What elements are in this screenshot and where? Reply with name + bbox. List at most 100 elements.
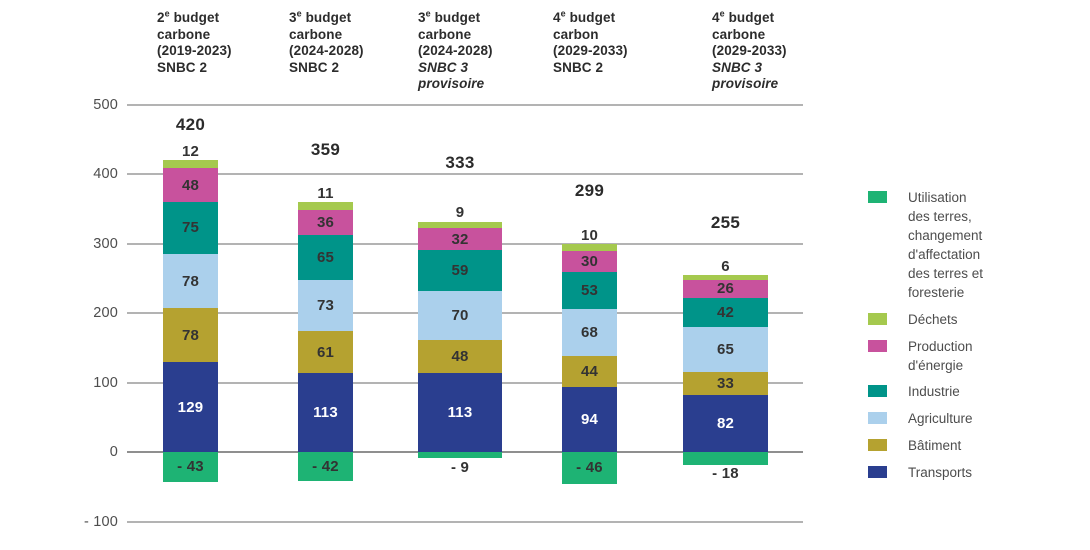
bar-segment-batiment: [163, 308, 218, 363]
y-axis-tick-label: 500: [93, 96, 118, 113]
legend-label-industrie: Industrie: [908, 382, 960, 401]
bar-segment-batiment: [562, 356, 617, 387]
column-header-line: 3e budget: [418, 8, 481, 25]
legend-label-line: des terres,: [908, 209, 972, 224]
segment-value-label-batiment: 78: [181, 326, 200, 344]
bar-segment-industrie: [298, 235, 353, 281]
segment-value-label-transports: 113: [313, 404, 338, 422]
bar-segment-dechets: [163, 160, 218, 169]
bar-segment-batiment: [418, 340, 502, 374]
segment-value-label-agriculture: 65: [716, 340, 735, 358]
legend-label-production-energie: Production d'énergie: [908, 337, 973, 375]
legend-label-line: Utilisation: [908, 190, 967, 205]
y-axis-tick-label: 100: [93, 374, 118, 391]
legend-label-line: Transports: [908, 465, 973, 480]
segment-value-label-industrie: 42: [716, 303, 735, 321]
column-header-line: 4e budget: [553, 8, 616, 25]
segment-value-label-agriculture: 70: [451, 307, 469, 325]
bar-segment-agriculture: [562, 308, 617, 357]
bar-segment-transports: [298, 373, 353, 452]
bar-segment-industrie: [562, 271, 617, 309]
column-header: 4e budget carbone (2029-2033) SNBC 3 proviso…: [712, 8, 852, 93]
column-header-line: (2024-2028): [418, 43, 493, 58]
bar-segment-transports: [163, 362, 218, 452]
column-header-line: 4e budget: [712, 8, 775, 25]
legend-label-dechets: Déchets: [908, 310, 958, 329]
segment-value-label-dechets: 11: [317, 184, 334, 202]
legend-label-line: Agriculture: [908, 411, 973, 426]
scenario-label: SNBC 2: [553, 59, 604, 75]
column-header-line: 3e budget: [289, 8, 352, 25]
segment-value-label-batiment: 44: [580, 362, 599, 380]
column-header-line: carbone: [418, 26, 472, 42]
segment-value-label-batiment: 33: [716, 375, 735, 393]
legend-label-line: Bâtiment: [908, 438, 962, 453]
segment-value-label-dechets: 6: [721, 257, 730, 275]
column-header-line: carbone: [712, 26, 766, 42]
bar-segment-agriculture: [418, 291, 502, 341]
segment-value-label-transports: 129: [177, 398, 204, 416]
segment-value-label-utcatf: - 42: [312, 458, 339, 476]
legend-label-line: Production: [908, 339, 973, 354]
legend-swatch-production-energie: [868, 340, 887, 352]
segment-value-label-batiment: 48: [451, 348, 469, 366]
segment-value-label-industrie: 65: [316, 249, 335, 267]
bar-segment-utcatf: [163, 452, 218, 482]
segment-value-label-utcatf: - 46: [576, 459, 603, 477]
segment-value-label-agriculture: 78: [181, 272, 200, 290]
y-axis-tick-label: 300: [93, 235, 118, 252]
legend-label-line: d'énergie: [908, 358, 964, 373]
column-header: 3e budget carbone (2024-2028) SNBC 3 proviso…: [418, 8, 558, 93]
legend-label-batiment: Bâtiment: [908, 436, 961, 455]
legend-swatch-industrie: [868, 385, 887, 397]
bar-segment-transports: [683, 395, 768, 452]
gridline: [127, 103, 803, 106]
bar-total-label: 420: [175, 115, 206, 134]
scenario-label: SNBC 2: [157, 59, 208, 75]
bar-segment-dechets: [418, 221, 502, 229]
bar-segment-utcatf: [562, 452, 617, 484]
column-header-line: (2029-2033): [712, 43, 787, 58]
segment-value-label-batiment: 61: [316, 343, 335, 361]
legend-swatch-agriculture: [868, 412, 887, 424]
bar-total-label: 299: [574, 181, 605, 200]
bar-segment-utcatf: [298, 452, 353, 482]
column-header-line: 2e budget: [157, 8, 220, 25]
segment-value-label-transports: 94: [580, 410, 599, 428]
segment-value-label-industrie: 59: [451, 262, 469, 280]
column-header: 2e budget carbone (2019-2023) SNBC 2: [157, 8, 297, 76]
column-header-line: (2024-2028): [289, 43, 364, 58]
segment-value-label-utcatf: - 18: [712, 465, 739, 482]
legend-swatch-dechets: [868, 313, 887, 325]
legend-swatch-batiment: [868, 439, 887, 451]
bar-segment-dechets: [298, 202, 353, 211]
bar-segment-transports: [418, 373, 502, 452]
segment-value-label-dechets: 10: [580, 226, 599, 244]
legend-label-agriculture: Agriculture: [908, 409, 973, 428]
bar-segment-production-energie: [418, 228, 502, 251]
scenario-label: SNBC 3: [712, 59, 763, 75]
bar-segment-utcatf: [683, 452, 768, 465]
bar-segment-dechets: [683, 275, 768, 280]
bar-segment-batiment: [683, 372, 768, 395]
segment-value-label-transports: 113: [447, 404, 473, 422]
segment-value-label-agriculture: 73: [316, 297, 335, 315]
y-axis-tick-label: 200: [93, 305, 118, 321]
legend-label-line: Déchets: [908, 312, 958, 327]
legend-label-transports: Transports: [908, 463, 972, 482]
gridline: [127, 173, 803, 175]
legend-swatch-transports: [868, 466, 887, 478]
segment-value-label-production-energie: 26: [716, 280, 735, 298]
bar-segment-production-energie: [298, 210, 353, 236]
segment-value-label-production-energie: 48: [181, 176, 200, 194]
gridline: [127, 520, 803, 523]
column-header-line: carbon: [553, 26, 599, 42]
column-header: 3e budget carbone (2024-2028) SNBC 2: [289, 8, 429, 76]
bar-segment-production-energie: [683, 279, 768, 298]
column-header-line: (2019-2023): [157, 43, 232, 58]
legend-swatch-utcatf: [868, 191, 887, 203]
segment-value-label-dechets: 9: [455, 204, 465, 222]
legend-label-line: changement: [908, 228, 983, 243]
legend-label-line: foresterie: [908, 285, 965, 300]
